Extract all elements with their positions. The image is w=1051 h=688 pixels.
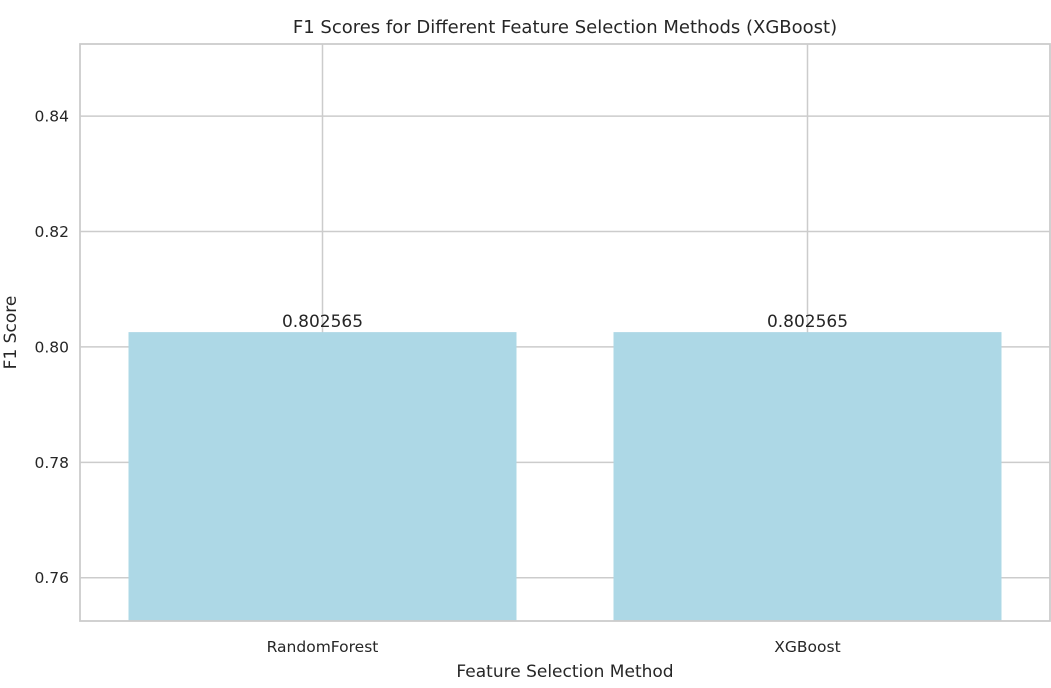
x-axis-label: Feature Selection Method — [456, 662, 673, 682]
bar-layer — [128, 332, 1002, 621]
bar — [128, 332, 517, 621]
y-tick-label: 0.84 — [34, 108, 69, 126]
y-axis-label: F1 Score — [1, 296, 21, 370]
plot-border — [79, 43, 1051, 622]
chart-title: F1 Scores for Different Feature Selectio… — [293, 17, 837, 38]
x-tick-label: XGBoost — [774, 638, 840, 656]
y-tick-label: 0.76 — [34, 569, 69, 587]
plot-frame — [79, 43, 1051, 622]
y-tick-label: 0.80 — [34, 338, 69, 356]
y-tick-label: 0.82 — [34, 223, 69, 241]
bar-value-label: 0.802565 — [767, 312, 848, 332]
x-tick-label: RandomForest — [267, 638, 379, 656]
y-tick-label: 0.78 — [34, 454, 69, 472]
label-layer: 0.76 0.78 0.80 0.82 0.84 0.802565 RandomForest… — [34, 108, 848, 656]
bar-value-label: 0.802565 — [282, 312, 363, 332]
bar — [613, 332, 1002, 621]
